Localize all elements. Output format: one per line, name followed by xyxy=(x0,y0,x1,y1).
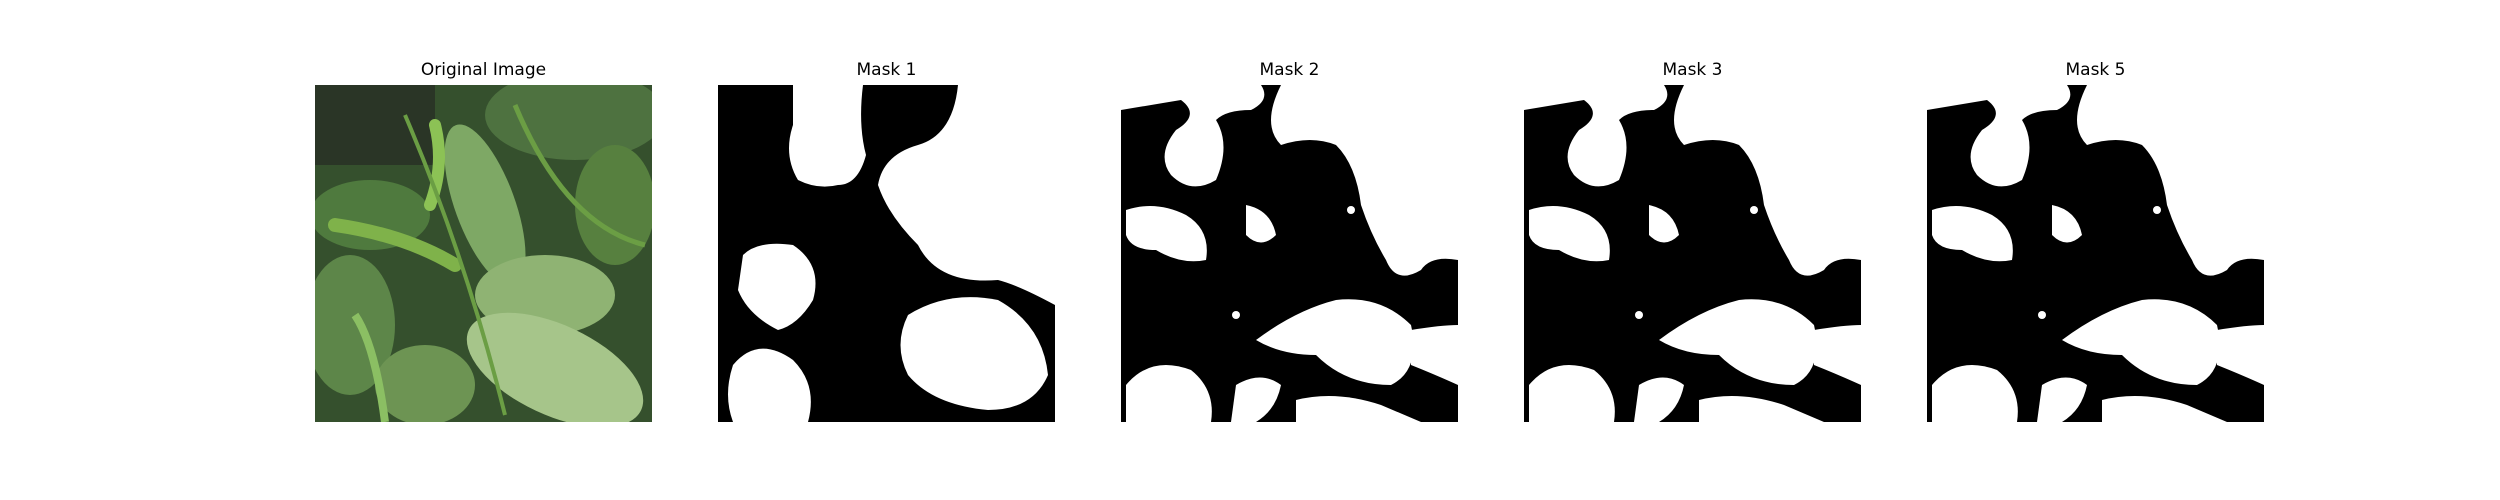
panel-title: Mask 2 xyxy=(1259,60,1320,80)
mask-1-image xyxy=(718,85,1055,422)
panel-title: Mask 1 xyxy=(856,60,917,80)
panel-title: Mask 3 xyxy=(1662,60,1723,80)
panel-title: Mask 5 xyxy=(2065,60,2126,80)
panel-title: Original Image xyxy=(420,60,547,80)
original-plant-photo xyxy=(315,85,652,422)
mask-3-image xyxy=(1524,85,1861,422)
mask-5-image xyxy=(1927,85,2264,422)
mask-2-image xyxy=(1121,85,1458,422)
